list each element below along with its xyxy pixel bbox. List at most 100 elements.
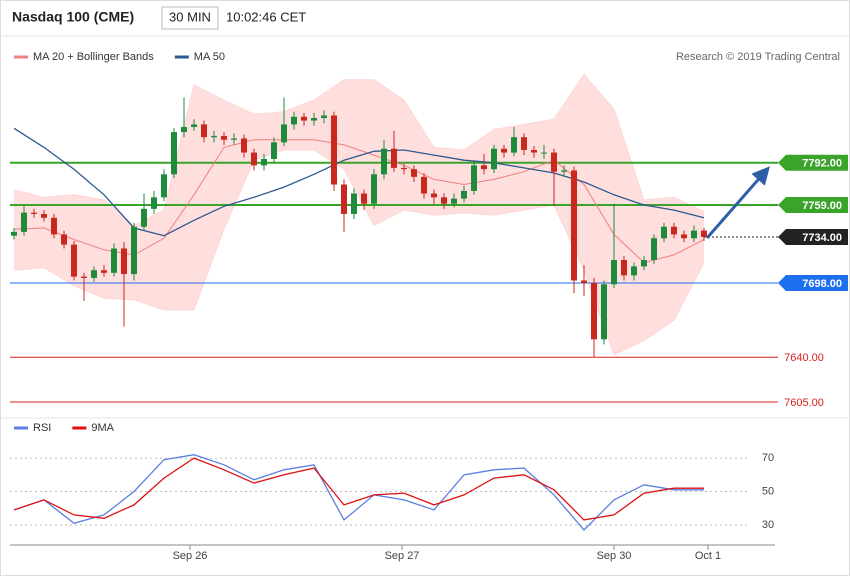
level-label: 7759.00 [802, 200, 842, 212]
candle-body [531, 150, 537, 153]
candle-body [311, 118, 317, 121]
level-box [778, 275, 848, 292]
candle-body [381, 148, 387, 175]
candle-body [191, 124, 197, 127]
bollinger-fill [14, 74, 704, 355]
time: 10:02:46 CET [226, 9, 306, 24]
candle-body [31, 212, 37, 214]
legend-label: RSI [33, 422, 51, 434]
candle-body [91, 270, 97, 278]
legend-label: 9MA [91, 422, 114, 434]
credit: Research © 2019 Trading Central [676, 51, 840, 63]
candle-body [571, 170, 577, 281]
level-box [778, 197, 848, 213]
candle-body [121, 248, 127, 275]
candle-body [131, 226, 137, 275]
y-tick-label: 50 [762, 485, 774, 497]
candle-body [461, 190, 467, 199]
x-tick-label: Sep 27 [385, 550, 420, 562]
candle-body [301, 116, 307, 121]
candle-body [501, 148, 507, 153]
candle-body [221, 135, 227, 140]
candle-body [181, 126, 187, 133]
candle-body [631, 266, 637, 276]
candle-body [561, 170, 567, 172]
level-label: 7792.00 [802, 158, 842, 170]
candle-body [681, 234, 687, 239]
x-tick-label: Oct 1 [695, 550, 721, 562]
candle-body [701, 230, 707, 237]
candle-body [431, 193, 437, 198]
candle-body [421, 176, 427, 194]
candle-body [201, 124, 207, 138]
candle-body [411, 169, 417, 177]
candle-body [71, 244, 77, 277]
candle-body [621, 260, 627, 276]
candle-body [341, 184, 347, 214]
candle-body [171, 132, 177, 175]
candle-body [331, 115, 337, 185]
candle-body [211, 135, 217, 138]
candle-body [11, 231, 17, 236]
candle-body [351, 193, 357, 214]
candle-body [691, 230, 697, 239]
candle-body [481, 165, 487, 170]
candle-body [51, 217, 57, 235]
interval-box [161, 6, 219, 30]
candle-body [321, 115, 327, 119]
forecast-arrow [705, 166, 770, 239]
level-label: 7640.00 [784, 352, 824, 364]
candle-body [541, 152, 547, 154]
candle-body [591, 283, 597, 340]
level-label: 7605.00 [784, 397, 824, 409]
level-label: 7698.00 [802, 278, 842, 290]
candle-body [161, 174, 167, 198]
candle-body [391, 148, 397, 168]
candle-body [471, 165, 477, 191]
y-tick-label: 30 [762, 519, 774, 531]
candle-body [141, 208, 147, 227]
candle-body [441, 197, 447, 204]
candle-body [271, 142, 277, 159]
candle-body [251, 152, 257, 166]
bollinger-upper [13, 73, 705, 227]
series-line [13, 454, 704, 531]
candle-body [61, 234, 67, 245]
interval: 30 MIN [169, 9, 211, 24]
candle-body [451, 198, 457, 204]
candle-body [111, 248, 117, 273]
candle-body [101, 270, 107, 273]
ma-line [13, 139, 705, 264]
candle-body [241, 138, 247, 153]
candle-body [521, 137, 527, 150]
y-tick-label: 70 [762, 452, 774, 464]
candle-body [151, 197, 157, 209]
candle-body [641, 260, 647, 267]
candle-body [371, 174, 377, 204]
candle-body [361, 193, 367, 204]
candle-body [401, 167, 407, 170]
level-box [778, 154, 848, 171]
candle-body [231, 138, 237, 140]
candle-body [551, 152, 557, 172]
x-tick-label: Sep 30 [597, 550, 632, 562]
candle-body [281, 124, 287, 143]
level-box [778, 228, 848, 245]
ma-line [13, 127, 705, 237]
candle-body [41, 213, 47, 218]
candle-body [511, 137, 517, 153]
legend-label: MA 20 + Bollinger Bands [33, 51, 154, 63]
candle-body [291, 116, 297, 125]
candle-body [491, 148, 497, 170]
level-label: 7734.00 [802, 232, 842, 244]
candle-body [611, 260, 617, 285]
series-line [13, 457, 704, 521]
x-tick-label: Sep 26 [173, 550, 208, 562]
candle-body [21, 212, 27, 232]
legend-label: MA 50 [194, 51, 225, 63]
candle-body [601, 284, 607, 340]
chart-title: Nasdaq 100 (CME) [12, 9, 134, 25]
candle-body [671, 226, 677, 235]
candle-body [81, 276, 87, 278]
